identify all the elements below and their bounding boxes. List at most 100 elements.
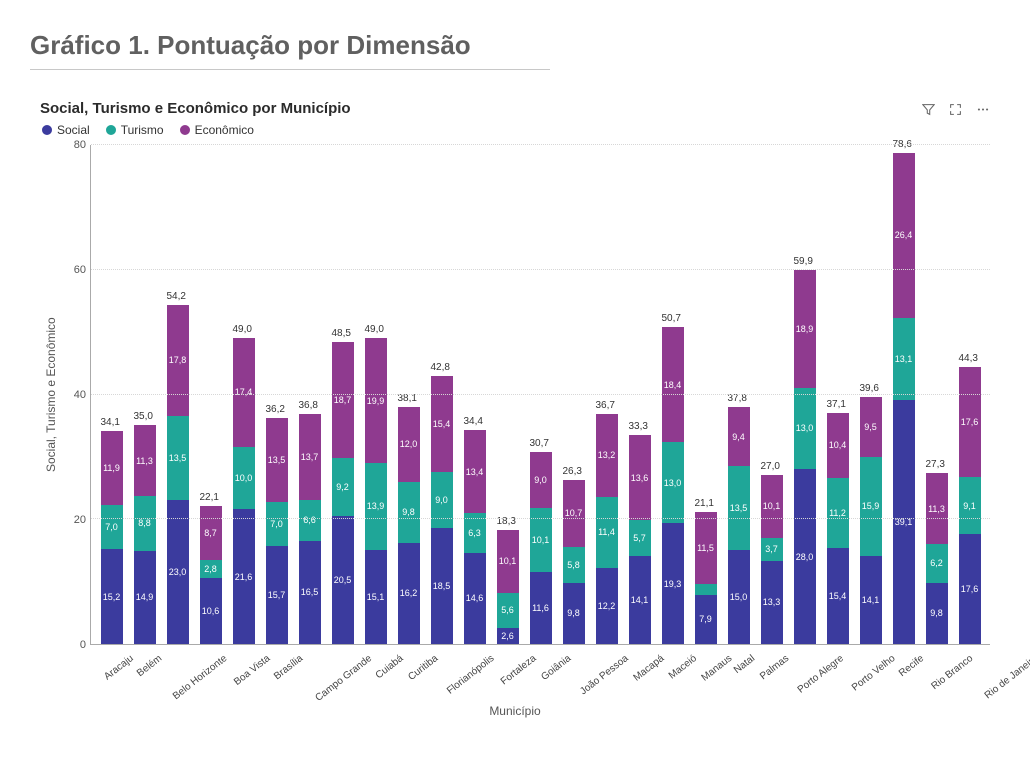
bar-stack[interactable]: 15,013,59,437,8: [728, 407, 750, 644]
bar-stack[interactable]: 13,33,710,127,0: [761, 475, 783, 644]
bar-segment-economico: 9,4: [728, 407, 750, 466]
bar-stack[interactable]: 39,113,126,478,6: [893, 153, 915, 644]
bar-segment-economico: 11,5: [695, 512, 717, 584]
bar-stack[interactable]: 28,013,018,959,9: [794, 270, 816, 644]
segment-value: 15,1: [367, 592, 385, 602]
segment-value: 13,1: [895, 354, 913, 364]
bar-stack[interactable]: 12,211,413,236,7: [596, 414, 618, 644]
bar-stack[interactable]: 20,59,218,748,5: [332, 342, 354, 645]
segment-value: 10,7: [565, 508, 583, 518]
segment-value: 10,4: [829, 440, 847, 450]
bar-segment-economico: 10,1: [761, 475, 783, 538]
bar-stack[interactable]: 14,15,713,633,3: [629, 435, 651, 644]
segment-value: 21,6: [235, 572, 253, 582]
segment-value: 14,1: [862, 595, 880, 605]
bar-total-label: 30,7: [530, 438, 549, 449]
segment-value: 15,4: [829, 591, 847, 601]
bar-stack[interactable]: 11,610,19,030,7: [530, 452, 552, 644]
bar-stack[interactable]: 19,313,018,450,7: [662, 327, 684, 644]
segment-value: 15,9: [862, 501, 880, 511]
bar-slot: 9,85,810,726,3: [557, 480, 590, 644]
bar-total-label: 36,2: [266, 404, 285, 415]
segment-value: 17,4: [235, 387, 253, 397]
x-label: Manaus: [699, 653, 734, 684]
bar-stack[interactable]: 14,66,313,434,4: [464, 430, 486, 644]
bar-segment-economico: 17,6: [959, 367, 981, 477]
bar-segment-social: 15,7: [266, 546, 288, 644]
segment-value: 15,4: [433, 419, 451, 429]
segment-value: 18,4: [664, 380, 682, 390]
bar-segment-economico: 19,9: [365, 338, 387, 462]
bar-stack[interactable]: 7,911,521,1: [695, 512, 717, 644]
bar-stack[interactable]: 16,56,613,736,8: [299, 414, 321, 644]
bar-stack[interactable]: 9,86,211,327,3: [926, 473, 948, 644]
bar-stack[interactable]: 16,29,812,038,1: [398, 407, 420, 645]
segment-value: 9,0: [534, 475, 547, 485]
x-label: Rio de Janeiro: [982, 653, 1030, 701]
bar-segment-social: 15,1: [365, 550, 387, 644]
bar-segment-economico: 13,7: [299, 414, 321, 500]
bar-segment-social: 14,1: [629, 556, 651, 644]
bar-total-label: 42,8: [431, 362, 450, 373]
bar-stack[interactable]: 15,113,919,949,0: [365, 338, 387, 644]
bar-segment-economico: 13,6: [629, 435, 651, 520]
bar-total-label: 35,0: [134, 411, 153, 422]
bar-segment-turismo: 6,3: [464, 513, 486, 552]
bar-segment-turismo: 11,4: [596, 497, 618, 568]
legend-item-economico[interactable]: Econômico: [180, 123, 254, 137]
bar-stack[interactable]: 9,85,810,726,3: [563, 480, 585, 644]
bar-slot: 16,29,812,038,1: [392, 407, 425, 645]
segment-value: 14,6: [466, 593, 484, 603]
bar-total-label: 34,1: [101, 417, 120, 428]
bar-stack[interactable]: 17,69,117,644,3: [959, 367, 981, 644]
y-axis-label: Social, Turismo e Econômico: [40, 145, 62, 645]
x-label: Belo Horizonte: [171, 653, 229, 702]
x-label: Boa Vista: [232, 653, 272, 688]
bar-stack[interactable]: 23,013,517,854,2: [167, 305, 189, 644]
bar-stack[interactable]: 10,62,88,722,1: [200, 506, 222, 644]
x-label: João Pessoa: [579, 653, 631, 697]
filter-icon[interactable]: [922, 103, 935, 118]
bar-total-label: 49,0: [365, 324, 384, 335]
segment-value: 11,3: [928, 504, 945, 514]
segment-value: 16,5: [301, 587, 319, 597]
bar-stack[interactable]: 2,65,610,118,3: [497, 530, 519, 644]
segment-value: 15,2: [103, 592, 121, 602]
bar-slot: 23,013,517,854,2: [161, 305, 194, 644]
segment-value: 13,9: [367, 501, 385, 511]
bar-segment-social: 14,1: [860, 556, 882, 644]
bar-slot: 16,56,613,736,8: [293, 414, 326, 644]
bar-segment-social: 14,9: [134, 551, 156, 644]
bar-segment-turismo: 9,0: [431, 472, 453, 528]
segment-value: 10,1: [532, 535, 550, 545]
bar-stack[interactable]: 15,411,210,437,1: [827, 413, 849, 644]
bar-stack[interactable]: 18,59,015,442,8: [431, 376, 453, 644]
segment-value: 9,2: [336, 482, 349, 492]
bar-slot: 11,610,19,030,7: [524, 452, 557, 644]
x-label: Palmas: [758, 653, 791, 682]
segment-value: 13,6: [631, 473, 649, 483]
focus-icon[interactable]: [949, 103, 962, 118]
bar-total-label: 33,3: [629, 421, 648, 432]
bar-stack[interactable]: 15,27,011,934,1: [101, 431, 123, 644]
bar-segment-social: 15,2: [101, 549, 123, 644]
bar-segment-social: 14,6: [464, 553, 486, 644]
legend-item-turismo[interactable]: Turismo: [106, 123, 164, 137]
x-label: Florianópolis: [445, 653, 496, 697]
chart-title: Social, Turismo e Econômico por Municípi…: [40, 100, 351, 117]
bar-stack[interactable]: 21,610,017,449,0: [233, 338, 255, 644]
bar-segment-turismo: 3,7: [761, 538, 783, 561]
segment-value: 19,3: [664, 579, 682, 589]
chart-toolbar: [922, 103, 990, 118]
bar-segment-economico: 10,1: [497, 530, 519, 593]
segment-value: 6,3: [468, 528, 481, 538]
bar-stack[interactable]: 15,77,013,536,2: [266, 418, 288, 644]
x-label: Porto Velho: [850, 653, 898, 694]
legend-item-social[interactable]: Social: [42, 123, 90, 137]
y-tick: 80: [74, 139, 86, 151]
bar-stack[interactable]: 14,98,811,335,0: [134, 425, 156, 644]
segment-value: 18,7: [334, 395, 352, 405]
bar-slot: 2,65,610,118,3: [491, 530, 524, 644]
more-icon[interactable]: [976, 103, 990, 118]
bar-stack[interactable]: 14,115,99,539,6: [860, 397, 882, 644]
